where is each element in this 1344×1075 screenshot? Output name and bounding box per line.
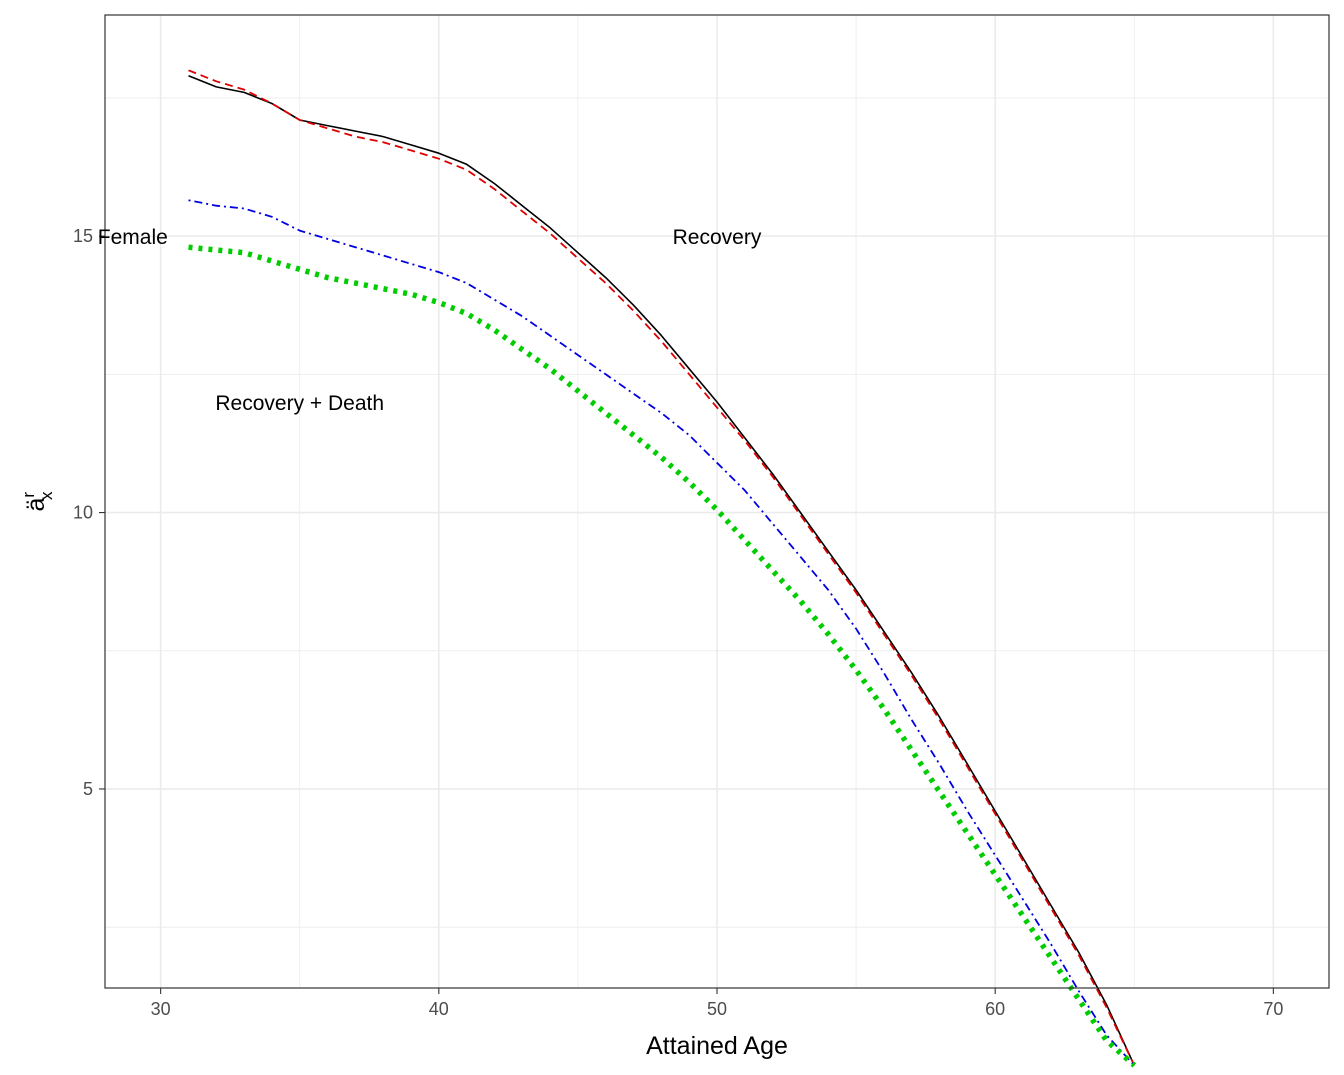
series-line-dotdash (188, 199, 1135, 1067)
x-tick-label: 40 (429, 999, 449, 1019)
series-line-dashed (188, 69, 1136, 1066)
y-axis-title: ärx (19, 491, 56, 512)
y-tick-label: 10 (73, 503, 93, 523)
x-tick-label: 30 (151, 999, 171, 1019)
y-tick-label: 5 (83, 779, 93, 799)
x-tick-label: 70 (1263, 999, 1283, 1019)
annotations: Female Recovery Recovery + Death (98, 226, 762, 415)
axis-ticks: 30 40 50 60 70 5 10 15 (73, 226, 1283, 1019)
y-axis-title-superscript: r (19, 492, 38, 498)
y-tick-label: 15 (73, 226, 93, 246)
series-line-dotted (188, 244, 1137, 1068)
annotation-label: Female (98, 226, 168, 249)
svg-text:ärx: ärx (19, 491, 56, 512)
annotation-label: Recovery + Death (215, 392, 384, 415)
grid-lines (105, 15, 1329, 988)
x-tick-label: 60 (985, 999, 1005, 1019)
x-tick-label: 50 (707, 999, 727, 1019)
y-axis-title-subscript: x (37, 491, 56, 500)
x-axis-title: Attained Age (646, 1032, 788, 1060)
annotation-label: Recovery (673, 226, 762, 249)
series-lines (188, 69, 1137, 1068)
y-axis-title-main: ä (22, 498, 50, 512)
series-line-solid (188, 75, 1136, 1066)
